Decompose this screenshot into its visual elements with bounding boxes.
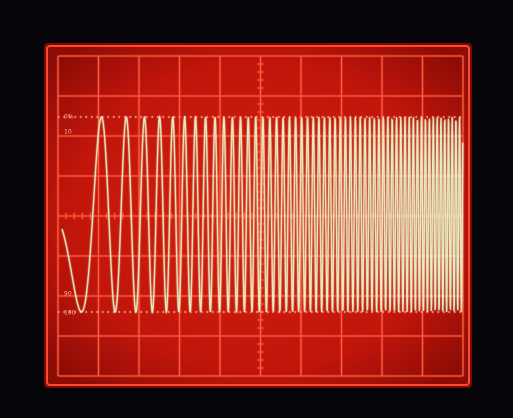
chirp-trace <box>61 114 464 315</box>
graticule-label: 0% <box>64 114 74 121</box>
graticule-label: 10 <box>64 129 72 136</box>
graticule-label: 90 <box>64 291 72 298</box>
graticule-label: 100 <box>64 310 76 317</box>
